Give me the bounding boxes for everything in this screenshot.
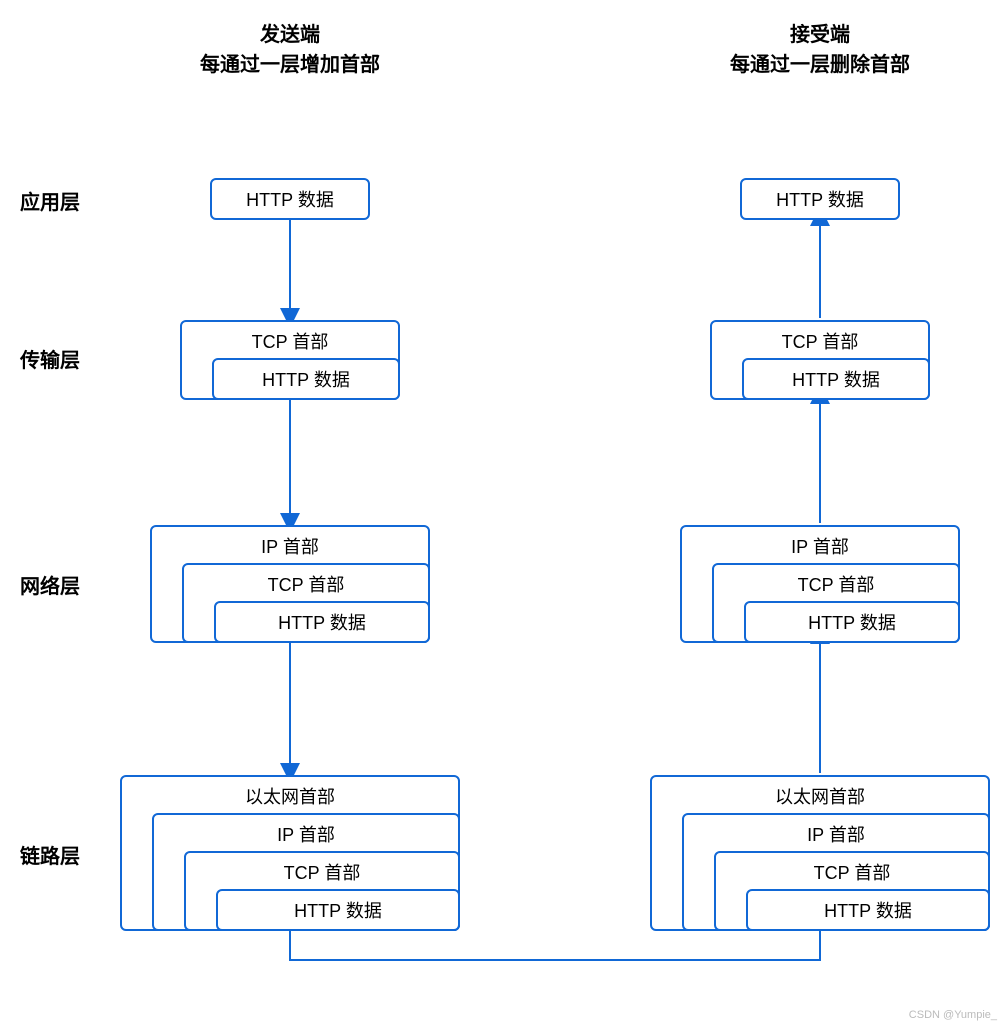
recv-link-inner3: HTTP 数据 — [746, 889, 990, 931]
header-send: 发送端 每通过一层增加首部 — [175, 20, 405, 80]
send-tran-box: TCP 首部 HTTP 数据 — [180, 320, 400, 400]
header-recv-line1: 接受端 — [705, 20, 935, 50]
header-recv: 接受端 每通过一层删除首部 — [705, 20, 935, 80]
recv-tran-http: HTTP 数据 — [744, 360, 928, 398]
header-recv-line2: 每通过一层删除首部 — [705, 50, 935, 80]
recv-net-ip: IP 首部 — [682, 527, 958, 565]
recv-tran-inner: HTTP 数据 — [742, 358, 930, 400]
send-tran-tcp: TCP 首部 — [182, 322, 398, 360]
recv-net-tcp: TCP 首部 — [714, 565, 958, 603]
send-link-http: HTTP 数据 — [218, 891, 458, 929]
send-app-box: HTTP 数据 — [210, 178, 370, 220]
header-send-line2: 每通过一层增加首部 — [175, 50, 405, 80]
recv-link-http: HTTP 数据 — [748, 891, 988, 929]
recv-net-inner1: TCP 首部 HTTP 数据 — [712, 563, 960, 643]
send-link-inner2: TCP 首部 HTTP 数据 — [184, 851, 460, 931]
send-link-ip: IP 首部 — [154, 815, 458, 853]
send-net-box: IP 首部 TCP 首部 HTTP 数据 — [150, 525, 430, 643]
recv-app-box: HTTP 数据 — [740, 178, 900, 220]
recv-link-inner2: TCP 首部 HTTP 数据 — [714, 851, 990, 931]
recv-tran-box: TCP 首部 HTTP 数据 — [710, 320, 930, 400]
recv-app-http: HTTP 数据 — [776, 190, 864, 210]
recv-net-box: IP 首部 TCP 首部 HTTP 数据 — [680, 525, 960, 643]
layer-label-link: 链路层 — [20, 840, 100, 869]
send-link-inner3: HTTP 数据 — [216, 889, 460, 931]
recv-link-eth: 以太网首部 — [652, 777, 988, 815]
recv-net-inner2: HTTP 数据 — [744, 601, 960, 643]
layer-label-net: 网络层 — [20, 570, 100, 599]
send-link-box: 以太网首部 IP 首部 TCP 首部 HTTP 数据 — [120, 775, 460, 931]
layer-label-app: 应用层 — [20, 186, 100, 215]
recv-link-tcp: TCP 首部 — [716, 853, 988, 891]
watermark: CSDN @Yumpie_ — [909, 1009, 997, 1021]
send-app-http: HTTP 数据 — [246, 190, 334, 210]
send-net-http: HTTP 数据 — [216, 603, 428, 641]
send-net-inner2: HTTP 数据 — [214, 601, 430, 643]
send-tran-inner: HTTP 数据 — [212, 358, 400, 400]
recv-link-ip: IP 首部 — [684, 815, 988, 853]
send-link-tcp: TCP 首部 — [186, 853, 458, 891]
send-link-inner1: IP 首部 TCP 首部 HTTP 数据 — [152, 813, 460, 931]
send-net-inner1: TCP 首部 HTTP 数据 — [182, 563, 430, 643]
recv-link-inner1: IP 首部 TCP 首部 HTTP 数据 — [682, 813, 990, 931]
recv-tran-tcp: TCP 首部 — [712, 322, 928, 360]
send-link-eth: 以太网首部 — [122, 777, 458, 815]
recv-net-http: HTTP 数据 — [746, 603, 958, 641]
send-net-ip: IP 首部 — [152, 527, 428, 565]
send-tran-http: HTTP 数据 — [214, 360, 398, 398]
recv-link-box: 以太网首部 IP 首部 TCP 首部 HTTP 数据 — [650, 775, 990, 931]
layer-label-tran: 传输层 — [20, 344, 100, 373]
header-send-line1: 发送端 — [175, 20, 405, 50]
send-net-tcp: TCP 首部 — [184, 565, 428, 603]
